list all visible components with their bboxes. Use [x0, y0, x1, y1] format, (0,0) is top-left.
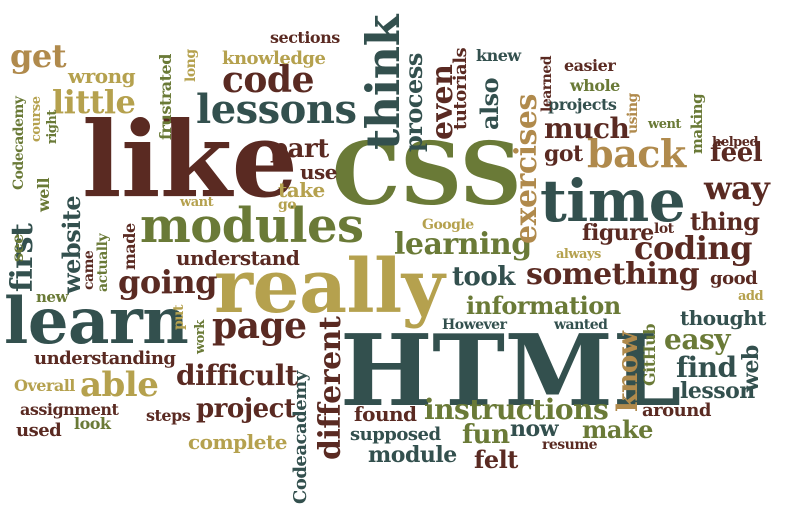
word-codeacademy: Codeacademy — [290, 371, 311, 504]
word-find: find — [676, 351, 737, 384]
word-came: came — [81, 250, 97, 290]
word-fun: fun — [462, 420, 510, 450]
word-knew: knew — [476, 46, 521, 65]
word-look: look — [74, 414, 111, 433]
word-complete: complete — [188, 430, 287, 454]
word-coding: coding — [634, 229, 753, 267]
word-making: making — [688, 93, 706, 154]
word-now: now — [510, 416, 559, 442]
word-however: However — [442, 317, 507, 333]
word-modules: modules — [140, 198, 364, 254]
word-something: something — [526, 257, 700, 292]
word-right: right — [45, 110, 60, 144]
word-got: got — [544, 141, 583, 167]
word-well: well — [34, 177, 53, 212]
word-thought: thought — [680, 306, 766, 330]
word-projects: projects — [548, 95, 617, 114]
word-overall: Overall — [14, 376, 75, 395]
word-instructions: instructions — [424, 393, 609, 426]
word-steps: steps — [146, 406, 191, 425]
word-wrong: wrong — [68, 64, 136, 88]
word-easier: easier — [564, 56, 616, 75]
word-around: around — [642, 400, 711, 421]
word-see: see — [8, 234, 27, 262]
word-part: part — [270, 134, 329, 164]
word-going: going — [118, 263, 218, 301]
word-used: used — [16, 420, 62, 441]
word-process: process — [399, 53, 428, 152]
word-long: long — [183, 49, 199, 82]
word-much: much — [544, 112, 630, 145]
word-difficult: difficult — [176, 359, 298, 392]
word-learning: learning — [394, 227, 532, 262]
word-learn: learn — [4, 284, 189, 359]
word-knowledge: knowledge — [222, 48, 326, 69]
word-go: go — [278, 197, 297, 213]
word-understanding: understanding — [34, 348, 176, 369]
word-way: way — [704, 169, 770, 207]
word-lot: lot — [654, 221, 674, 237]
word-want: want — [180, 195, 214, 210]
word-lesson: lesson — [680, 378, 755, 404]
word-make: make — [582, 415, 653, 444]
word-get: get — [10, 37, 67, 75]
word-understand: understand — [176, 246, 300, 270]
word-html: HTML — [340, 314, 681, 429]
word-information: information — [466, 291, 621, 320]
word-new: new — [36, 288, 68, 306]
word-course: course — [29, 96, 44, 142]
word-module: module — [368, 442, 457, 468]
word-resume: resume — [542, 437, 598, 453]
word-wanted: wanted — [554, 317, 608, 333]
word-lessons: lessons — [196, 86, 357, 133]
word-codecademy: Codecademy — [11, 96, 27, 190]
word-actually: actually — [95, 233, 111, 292]
word-work: work — [193, 320, 208, 354]
word-different: different — [313, 316, 348, 460]
word-github: GitHub — [640, 323, 659, 386]
word-like: like — [82, 98, 298, 221]
word-little: little — [52, 83, 136, 121]
word-google: Google — [422, 217, 474, 233]
word-web: web — [738, 345, 764, 392]
word-always: always — [556, 247, 601, 262]
word-page: page — [212, 305, 307, 347]
word-time: time — [540, 167, 686, 235]
word-learned: learned — [539, 55, 555, 112]
word-back: back — [587, 131, 686, 176]
word-feel: feel — [710, 138, 763, 168]
word-project: project — [196, 394, 296, 424]
word-supposed: supposed — [350, 424, 441, 445]
word-thing: thing — [690, 207, 760, 236]
word-made: made — [120, 223, 139, 270]
word-add: add — [738, 289, 764, 304]
word-really: really — [214, 244, 445, 330]
word-also: also — [475, 77, 504, 130]
word-use: use — [300, 160, 338, 184]
word-using: using — [625, 93, 641, 134]
word-tutorials: tutorials — [450, 47, 471, 130]
word-figure: figure — [582, 220, 654, 246]
word-easy: easy — [664, 323, 731, 356]
word-able: able — [80, 365, 159, 405]
word-good: good — [710, 268, 758, 289]
word-css: CSS — [332, 124, 522, 225]
word-take: take — [278, 178, 325, 202]
word-sections: sections — [270, 28, 340, 47]
word-felt: felt — [474, 445, 518, 474]
word-went: went — [648, 117, 681, 132]
word-assignment: assignment — [20, 400, 119, 419]
word-code: code — [222, 59, 315, 101]
word-took: took — [452, 262, 515, 292]
word-whole: whole — [570, 76, 620, 95]
word-exercises: exercises — [509, 94, 544, 244]
word-helped: helped — [712, 135, 759, 150]
word-found: found — [354, 402, 417, 426]
word-know: know — [611, 331, 644, 412]
word-frustrated: frustrated — [156, 54, 175, 140]
word-put: put — [171, 305, 187, 330]
